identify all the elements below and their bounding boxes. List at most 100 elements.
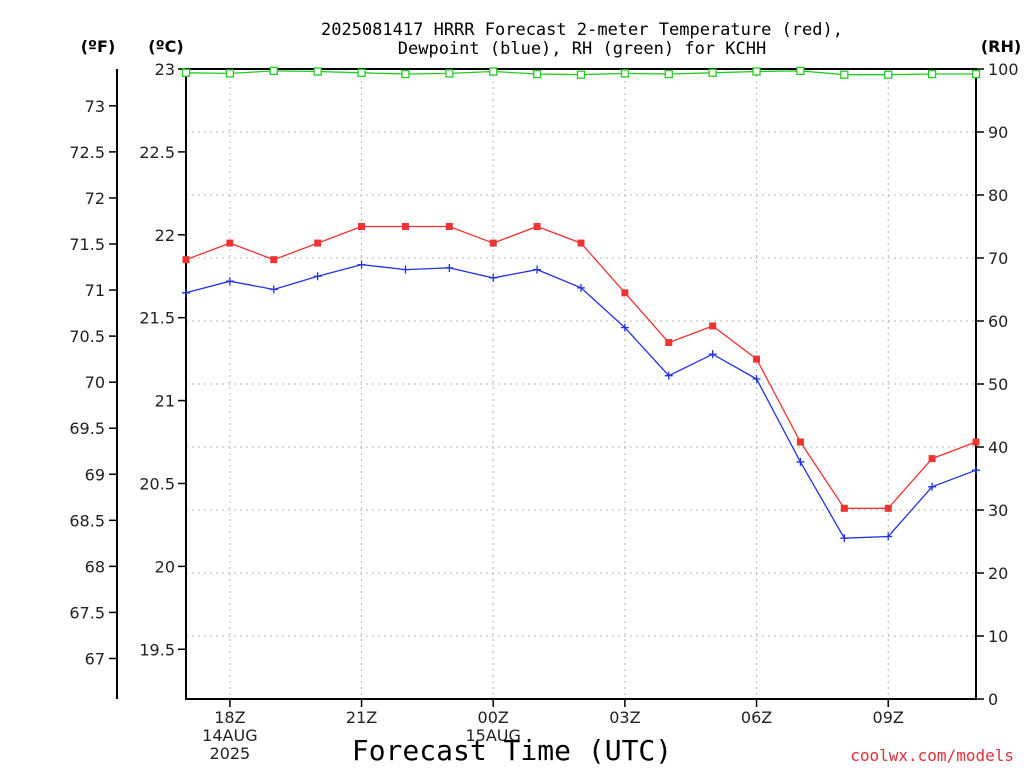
- celsius-tick-label: 21.5: [139, 309, 175, 328]
- temperature-point: [928, 455, 936, 463]
- celsius-tick-label: 20: [155, 557, 175, 576]
- temperature-point: [270, 256, 278, 264]
- rh-tick-label: 10: [988, 627, 1008, 646]
- dewpoint-point: [752, 375, 761, 384]
- grid-lines: [186, 69, 976, 699]
- dewpoint-point: [664, 371, 673, 380]
- rh-point: [313, 67, 322, 76]
- x-axis-label: Forecast Time (UTC): [352, 734, 672, 767]
- temperature-point: [533, 223, 541, 230]
- rh-tick-label: 60: [988, 312, 1008, 331]
- temperature-series: [182, 223, 980, 512]
- temperature-point: [665, 339, 673, 347]
- temperature-point: [226, 239, 234, 247]
- dewpoint-point: [182, 288, 190, 297]
- fahrenheit-tick-label: 73: [85, 97, 105, 116]
- celsius-tick-label: 20.5: [139, 474, 175, 493]
- data-series: [181, 66, 981, 543]
- x-tick-label: 00Z: [478, 708, 509, 727]
- temperature-point: [840, 504, 848, 512]
- temperature-point: [358, 223, 366, 230]
- fahrenheit-tick-label: 68: [85, 557, 105, 576]
- dewpoint-point: [313, 272, 322, 281]
- celsius-tick-label: 22.5: [139, 143, 175, 162]
- x-tick-label: 18Z: [214, 708, 245, 727]
- rh-tick-label: 20: [988, 564, 1008, 583]
- celsius-unit-label: (ºC): [148, 37, 183, 56]
- celsius-tick-label: 23: [155, 60, 175, 79]
- dewpoint-point: [796, 457, 805, 466]
- rh-tick-label: 100: [988, 60, 1019, 79]
- fahrenheit-tick-label: 67.5: [69, 603, 105, 622]
- fahrenheit-tick-label: 68.5: [69, 511, 105, 530]
- rh-series: [181, 66, 981, 79]
- fahrenheit-tick-label: 70: [85, 373, 105, 392]
- fahrenheit-tick-label: 70.5: [69, 327, 105, 346]
- dewpoint-point: [620, 323, 629, 332]
- tick-labels: 19.5 20 20.5 21 21.5 22 22.5 23 67 67.5 68 68.5 69 69…: [69, 60, 1018, 763]
- rh-point: [357, 68, 366, 77]
- temperature-point: [489, 239, 497, 247]
- fahrenheit-tick-label: 71.5: [69, 235, 105, 254]
- x-date-label: 14AUG: [202, 726, 257, 745]
- temperature-point: [796, 438, 804, 446]
- rh-point: [664, 69, 673, 79]
- rh-point: [576, 70, 586, 79]
- temperature-point: [753, 355, 761, 363]
- rh-tick-label: 0: [988, 690, 998, 709]
- celsius-tick-label: 21: [155, 392, 175, 411]
- temperature-point: [972, 438, 980, 446]
- dewpoint-point: [269, 285, 278, 294]
- rh-tick-label: 70: [988, 249, 1008, 268]
- dewpoint-point: [928, 482, 937, 491]
- rh-point: [796, 66, 805, 76]
- plot-frame: [185, 68, 977, 700]
- x-date-label: 15AUG: [466, 726, 521, 745]
- fahrenheit-tick-label: 67: [85, 649, 105, 668]
- temperature-point: [182, 256, 190, 264]
- temperature-point: [401, 223, 409, 230]
- fahrenheit-tick-label: 69: [85, 465, 105, 484]
- rh-point: [708, 68, 717, 77]
- rh-point: [269, 66, 278, 76]
- dewpoint-point: [840, 534, 849, 543]
- temperature-point: [709, 322, 717, 330]
- x-tick-label: 06Z: [741, 708, 772, 727]
- chart-subtitle: Dewpoint (blue), RH (green) for KCHH: [398, 39, 766, 59]
- dewpoint-point: [489, 273, 498, 282]
- rh-tick-label: 80: [988, 186, 1008, 205]
- credit-label: coolwx.com/models: [850, 746, 1014, 765]
- rh-point: [971, 69, 981, 79]
- rh-tick-label: 50: [988, 375, 1008, 394]
- rh-tick-label: 40: [988, 438, 1008, 457]
- dewpoint-point: [225, 277, 234, 286]
- dewpoint-series: [182, 260, 980, 543]
- fahrenheit-tick-label: 71: [85, 281, 105, 300]
- temperature-point: [621, 289, 629, 297]
- x-tick-label: 09Z: [873, 708, 904, 727]
- rh-point: [401, 69, 410, 79]
- rh-tick-label: 30: [988, 501, 1008, 520]
- x-tick-label: 03Z: [609, 708, 640, 727]
- dewpoint-point: [972, 466, 980, 475]
- temperature-point: [884, 504, 892, 512]
- rh-unit-label: (RH): [981, 37, 1021, 56]
- fahrenheit-unit-label: (ºF): [81, 37, 116, 56]
- dewpoint-point: [401, 265, 410, 274]
- temperature-line: [185, 225, 977, 509]
- celsius-tick-label: 19.5: [139, 640, 175, 659]
- rh-point: [181, 68, 191, 77]
- chart-title: 2025081417 HRRR Forecast 2-meter Tempera…: [321, 20, 843, 40]
- dewpoint-point: [445, 263, 454, 272]
- rh-point: [489, 67, 498, 76]
- rh-point: [840, 70, 849, 79]
- temperature-point: [577, 239, 585, 247]
- fahrenheit-tick-label: 72: [85, 189, 105, 208]
- rh-point: [752, 67, 761, 76]
- rh-point: [927, 69, 937, 79]
- dewpoint-line: [185, 263, 977, 539]
- fahrenheit-tick-label: 69.5: [69, 419, 105, 438]
- rh-point: [884, 70, 893, 79]
- fahrenheit-tick-label: 72.5: [69, 143, 105, 162]
